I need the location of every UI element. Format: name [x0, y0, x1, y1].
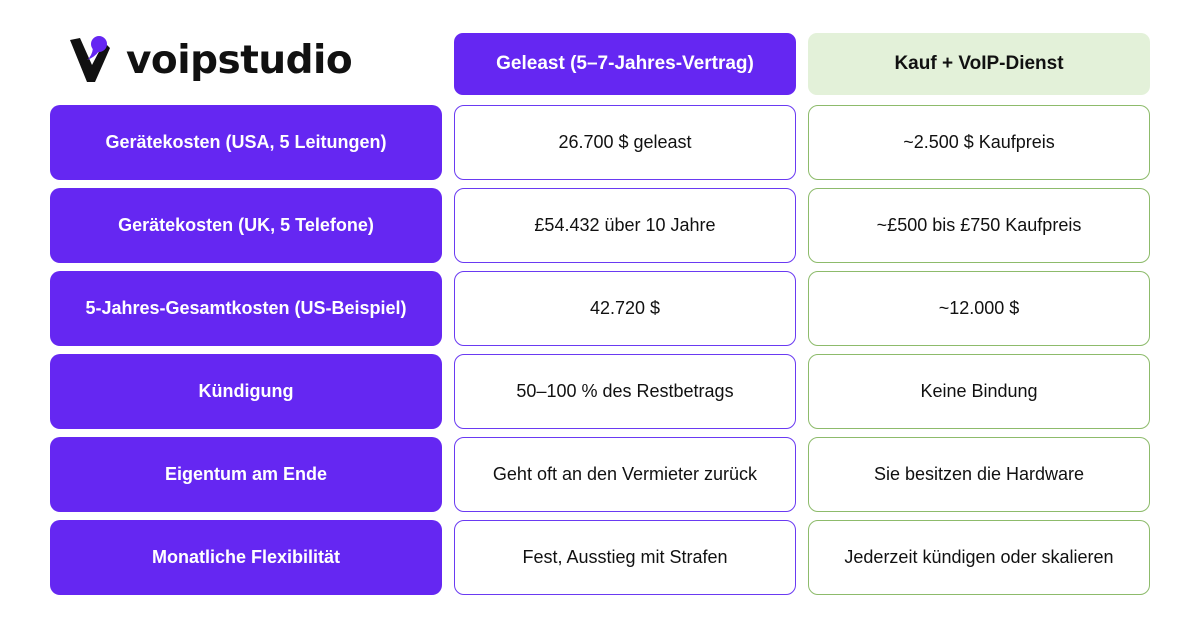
row-label: Gerätekosten (USA, 5 Leitungen) [50, 105, 442, 180]
comparison-row: Monatliche Flexibilität Fest, Ausstieg m… [50, 520, 1150, 595]
leased-value: 42.720 $ [454, 271, 796, 346]
row-label: Kündigung [50, 354, 442, 429]
leased-value: 26.700 $ geleast [454, 105, 796, 180]
brand-name: voipstudio [126, 37, 353, 83]
leased-value: Fest, Ausstieg mit Strafen [454, 520, 796, 595]
comparison-row: Eigentum am Ende Geht oft an den Vermiet… [50, 437, 1150, 512]
purchase-value: Keine Bindung [808, 354, 1150, 429]
row-label: Gerätekosten (UK, 5 Telefone) [50, 188, 442, 263]
row-label: 5-Jahres-Gesamtkosten (US-Beispiel) [50, 271, 442, 346]
purchase-value: ~12.000 $ [808, 271, 1150, 346]
comparison-row: Gerätekosten (UK, 5 Telefone) £54.432 üb… [50, 188, 1150, 263]
leased-value: Geht oft an den Vermieter zurück [454, 437, 796, 512]
comparison-row: 5-Jahres-Gesamtkosten (US-Beispiel) 42.7… [50, 271, 1150, 346]
purchase-value: ~£500 bis £750 Kaufpreis [808, 188, 1150, 263]
column-header-leased: Geleast (5–7-Jahres-Vertrag) [454, 33, 796, 95]
column-header-purchase: Kauf + VoIP-Dienst [808, 33, 1150, 95]
purchase-value: ~2.500 $ Kaufpreis [808, 105, 1150, 180]
voipstudio-logo: voipstudio [68, 35, 353, 85]
purchase-value: Sie besitzen die Hardware [808, 437, 1150, 512]
purchase-value: Jederzeit kündigen oder skalieren [808, 520, 1150, 595]
comparison-row: Kündigung 50–100 % des Restbetrags Keine… [50, 354, 1150, 429]
row-label: Monatliche Flexibilität [50, 520, 442, 595]
leased-value: £54.432 über 10 Jahre [454, 188, 796, 263]
voipstudio-logo-icon [70, 36, 110, 82]
comparison-row: Gerätekosten (USA, 5 Leitungen) 26.700 $… [50, 105, 1150, 180]
row-label: Eigentum am Ende [50, 437, 442, 512]
leased-value: 50–100 % des Restbetrags [454, 354, 796, 429]
